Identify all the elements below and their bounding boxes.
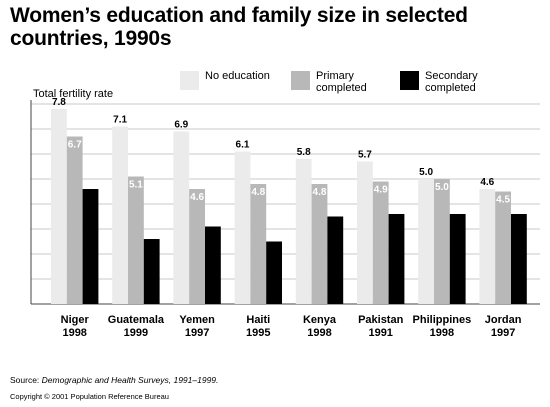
data-label-secondary: 3.6: [390, 217, 404, 228]
x-tick-label-country: Pakistan: [358, 314, 404, 326]
bar-secondary: [82, 189, 99, 304]
data-label-secondary: 3.1: [206, 230, 220, 241]
data-label-secondary: 2.6: [145, 242, 159, 253]
x-tick-label-country: Guatemala: [108, 314, 165, 326]
legend-label-secondary: Secondary completed: [425, 70, 478, 94]
bar-no_education: [357, 161, 373, 304]
bar-secondary: [511, 214, 527, 304]
data-label-secondary: 3.5: [328, 220, 342, 231]
source-note: Source: Demographic and Health Surveys, …: [10, 375, 218, 385]
x-tick-label-year: 1991: [368, 327, 392, 339]
bar-no_education: [234, 151, 251, 304]
legend-label-primary: Primary completed: [316, 70, 367, 94]
legend-item-no-education: No education: [180, 70, 285, 96]
x-tick-label-year: 1999: [124, 327, 148, 339]
bar-no_education: [173, 131, 190, 304]
data-label-no_education: 5.8: [297, 147, 311, 158]
bar-secondary: [143, 239, 160, 304]
data-label-no_education: 7.1: [113, 115, 127, 126]
data-label-primary: 4.5: [496, 195, 510, 206]
bar-no_education: [418, 179, 434, 304]
legend-swatch-no-education: [180, 71, 199, 90]
bar-no_education: [479, 189, 496, 304]
data-label-primary: 5.0: [435, 182, 449, 193]
data-label-no_education: 4.6: [480, 177, 494, 188]
source-prefix: Source:: [10, 375, 42, 385]
y-axis-label: Total fertility rate: [33, 88, 114, 100]
x-tick-label-year: 1998: [307, 327, 331, 339]
data-label-primary: 4.9: [374, 185, 388, 196]
x-tick-label-year: 1997: [491, 327, 515, 339]
data-label-secondary: 4.6: [84, 192, 98, 203]
legend-label-no-education: No education: [205, 70, 270, 82]
x-tick-label-year: 1998: [430, 327, 454, 339]
x-tick-label-country: Philippines: [413, 314, 472, 326]
x-tick-label-year: 1997: [185, 327, 209, 339]
bar-primary: [189, 189, 205, 304]
data-label-secondary: 3.6: [451, 217, 465, 228]
x-tick-label-country: Jordan: [485, 314, 522, 326]
x-tick-label-country: Haiti: [246, 314, 270, 326]
bar-secondary: [266, 241, 282, 304]
legend-item-secondary: Secondary completed: [400, 70, 505, 96]
data-label-no_education: 7.8: [52, 97, 66, 108]
data-label-secondary: 2.5: [267, 245, 281, 256]
copyright-note: Copyright © 2001 Population Reference Bu…: [10, 392, 169, 401]
x-tick-label-country: Niger: [61, 314, 90, 326]
bar-primary: [250, 184, 267, 304]
source-citation: Demographic and Health Surveys, 1991–199…: [41, 375, 219, 385]
data-label-no_education: 6.9: [174, 120, 188, 131]
data-label-no_education: 6.1: [236, 140, 250, 151]
x-tick-label-year: 1998: [62, 327, 86, 339]
data-label-secondary: 3.6: [512, 217, 526, 228]
x-tick-label-country: Yemen: [179, 314, 215, 326]
bar-primary: [311, 184, 328, 304]
data-label-no_education: 5.7: [358, 150, 372, 161]
bar-no_education: [112, 126, 128, 304]
bar-primary: [434, 179, 450, 304]
chart-title: Women’s education and family size in sel…: [10, 4, 468, 50]
bar-primary: [495, 191, 511, 304]
bar-secondary: [205, 226, 221, 304]
bar-no_education: [295, 159, 312, 304]
legend-swatch-primary: [291, 71, 310, 90]
x-tick-label-country: Kenya: [303, 314, 337, 326]
bar-secondary: [449, 214, 466, 304]
x-tick-label-year: 1995: [246, 327, 270, 339]
bar-secondary: [388, 214, 405, 304]
bar-primary: [66, 136, 83, 304]
data-label-primary: 4.8: [251, 187, 265, 198]
data-label-primary: 4.8: [313, 187, 327, 198]
data-label-primary: 4.6: [190, 192, 204, 203]
legend-swatch-secondary: [400, 71, 419, 90]
bar-secondary: [327, 216, 344, 304]
data-label-primary: 5.1: [129, 180, 143, 191]
legend-item-primary: Primary completed: [291, 70, 396, 96]
bar-primary: [372, 181, 389, 304]
bar-no_education: [51, 109, 67, 304]
bar-primary: [128, 176, 144, 304]
data-label-primary: 6.7: [68, 140, 82, 151]
data-label-no_education: 5.0: [419, 167, 433, 178]
